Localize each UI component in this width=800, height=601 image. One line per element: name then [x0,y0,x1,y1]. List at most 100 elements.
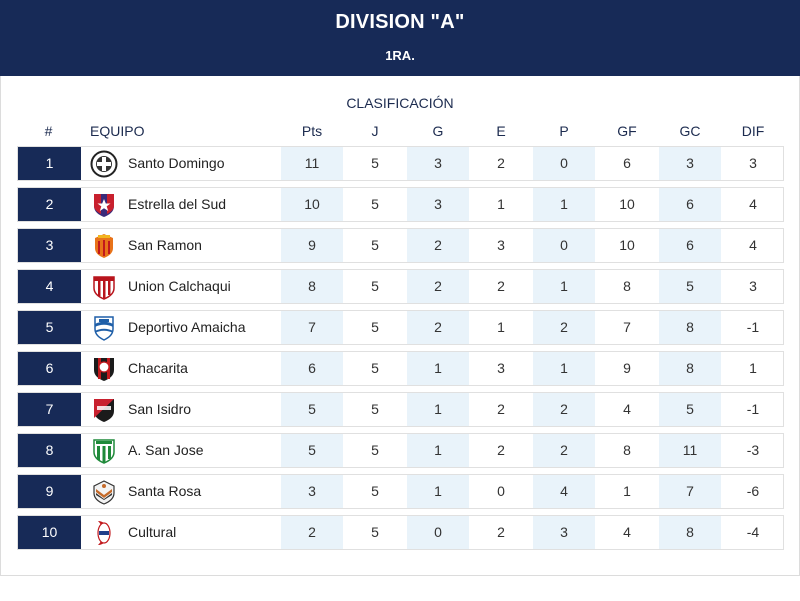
table-row[interactable]: 2 Estrella del Sud 10 5 3 1 1 10 6 4 [17,187,784,222]
won-cell: 2 [407,270,469,303]
played-cell: 5 [371,237,379,253]
goal-difference-cell: -6 [746,483,760,499]
goals-against-cell: 5 [659,270,721,303]
col-header-position: # [44,123,53,139]
points-cell: 2 [281,516,343,549]
estrella-del-sud-crest-icon [90,191,118,219]
standings-panel: CLASIFICACIÓN # EQUIPO Pts J G E P GF GC… [0,76,800,576]
lost-cell: 1 [533,352,595,385]
team-name[interactable]: San Ramon [128,237,202,253]
san-ramon-crest-icon [90,232,118,260]
goals-for-cell: 8 [623,278,631,294]
team-name[interactable]: Union Calchaqui [128,278,231,294]
col-header-lost: P [559,123,569,139]
union-calchaqui-crest-icon [90,273,118,301]
points-cell: 10 [281,188,343,221]
played-cell: 5 [371,442,379,458]
played-cell: 5 [371,401,379,417]
table-row[interactable]: 4 Union Calchaqui 8 5 2 2 1 8 5 3 [17,269,784,304]
team-name[interactable]: Santo Domingo [128,155,225,171]
lost-cell: 2 [533,393,595,426]
points-cell: 7 [281,311,343,344]
lost-cell: 1 [533,270,595,303]
san-jose-crest-icon [90,437,118,465]
drawn-cell: 2 [497,524,505,540]
lost-cell: 2 [533,311,595,344]
drawn-cell: 0 [497,483,505,499]
col-header-goals-against: GC [679,123,701,139]
col-header-team: EQUIPO [90,123,145,139]
goals-against-cell: 5 [659,393,721,426]
lost-cell: 0 [533,229,595,262]
goals-against-cell: 8 [659,352,721,385]
team-name[interactable]: Cultural [128,524,177,540]
standings-title: CLASIFICACIÓN [346,95,454,111]
cultural-crest-icon [90,519,118,547]
goals-for-cell: 4 [623,401,631,417]
col-header-goal-difference: DIF [741,123,765,139]
table-row[interactable]: 3 San Ramon 9 5 2 3 0 10 6 4 [17,228,784,263]
team-name[interactable]: Estrella del Sud [128,196,227,212]
won-cell: 2 [407,311,469,344]
won-cell: 3 [407,188,469,221]
table-row[interactable]: 7 San Isidro 5 5 1 2 2 4 5 -1 [17,392,784,427]
goals-for-cell: 9 [623,360,631,376]
table-row[interactable]: 6 Chacarita 6 5 1 3 1 9 8 1 [17,351,784,386]
team-name[interactable]: Chacarita [128,360,188,376]
team-name[interactable]: A. San Jose [128,442,204,458]
drawn-cell: 3 [497,237,505,253]
goal-difference-cell: -1 [746,401,760,417]
won-cell: 1 [407,393,469,426]
division-title: DIVISION "A" [335,11,465,33]
won-cell: 1 [407,434,469,467]
position-cell: 5 [18,311,81,344]
played-cell: 5 [371,196,379,212]
position-cell: 4 [18,270,81,303]
position-cell: 1 [18,147,81,180]
santa-rosa-crest-icon [90,478,118,506]
col-header-won: G [432,123,444,139]
san-isidro-crest-icon [90,396,118,424]
table-row[interactable]: 1 Santo Domingo 11 5 3 2 0 6 3 3 [17,146,784,181]
goals-for-cell: 10 [619,237,635,253]
lost-cell: 3 [533,516,595,549]
lost-cell: 1 [533,188,595,221]
points-cell: 6 [281,352,343,385]
drawn-cell: 1 [497,319,505,335]
drawn-cell: 1 [497,196,505,212]
santo-domingo-crest-icon [90,150,118,178]
position-cell: 9 [18,475,81,508]
chacarita-crest-icon [90,355,118,383]
team-name[interactable]: San Isidro [128,401,192,417]
played-cell: 5 [371,483,379,499]
goals-against-cell: 3 [659,147,721,180]
position-cell: 10 [18,516,81,549]
points-cell: 3 [281,475,343,508]
goals-against-cell: 6 [659,188,721,221]
table-row[interactable]: 10 Cultural 2 5 0 2 3 4 8 -4 [17,515,784,550]
drawn-cell: 3 [497,360,505,376]
goals-for-cell: 1 [623,483,631,499]
deportivo-amaicha-crest-icon [90,314,118,342]
division-subtitle: 1RA. [385,48,415,63]
played-cell: 5 [371,360,379,376]
goals-for-cell: 7 [623,319,631,335]
played-cell: 5 [371,319,379,335]
team-name[interactable]: Santa Rosa [128,483,202,499]
position-cell: 2 [18,188,81,221]
table-row[interactable]: 5 Deportivo Amaicha 7 5 2 1 2 7 8 -1 [17,310,784,345]
points-cell: 5 [281,393,343,426]
position-cell: 6 [18,352,81,385]
table-row[interactable]: 8 A. San Jose 5 5 1 2 2 8 11 -3 [17,433,784,468]
col-header-played: J [371,123,379,139]
goals-for-cell: 8 [623,442,631,458]
goal-difference-cell: -1 [746,319,760,335]
points-cell: 5 [281,434,343,467]
goals-against-cell: 11 [659,434,721,467]
table-row[interactable]: 9 Santa Rosa 3 5 1 0 4 1 7 -6 [17,474,784,509]
lost-cell: 4 [533,475,595,508]
goal-difference-cell: 3 [749,155,757,171]
lost-cell: 2 [533,434,595,467]
col-header-goals-for: GF [617,123,637,139]
team-name[interactable]: Deportivo Amaicha [128,319,246,335]
